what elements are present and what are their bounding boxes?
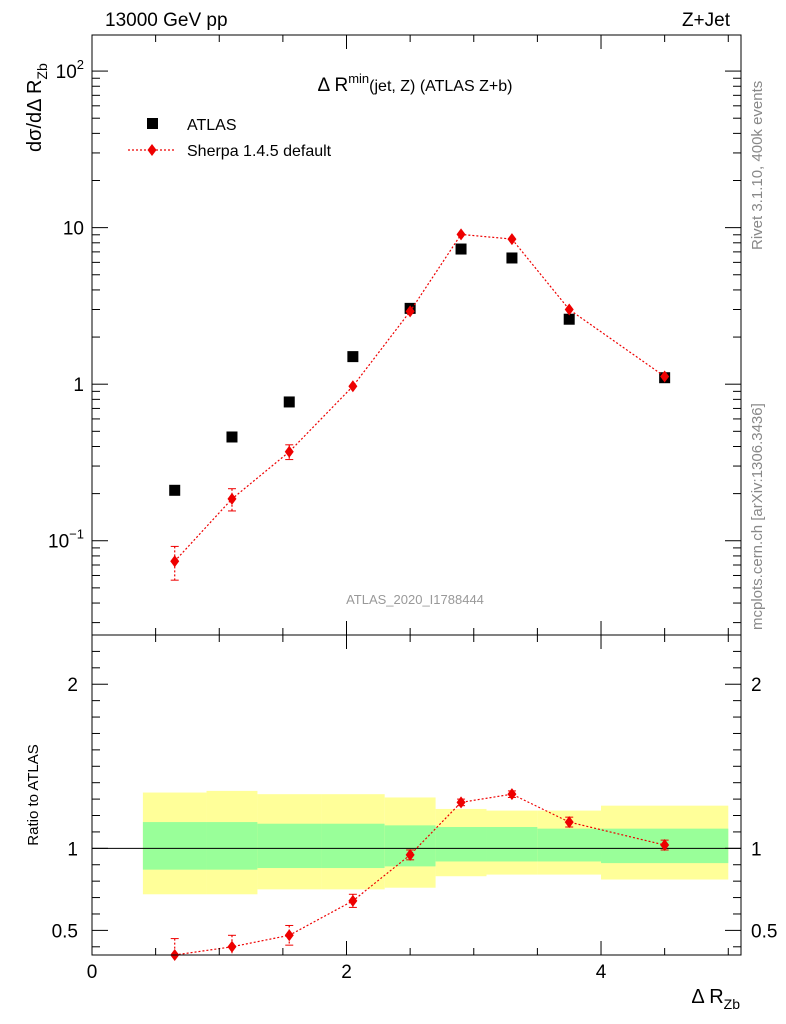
main-title-sub: (jet, Z) (ATLAS Z+b)	[369, 78, 512, 95]
sherpa-point	[456, 228, 466, 241]
x-axis-label: Δ RZb	[691, 986, 740, 1012]
sherpa-ratio-point	[507, 788, 517, 801]
main-y-tick-label-exp: −1	[69, 527, 84, 542]
main-title: Δ Rmin(jet, Z) (ATLAS Z+b)	[318, 71, 513, 96]
sherpa-point	[170, 555, 180, 568]
ratio-panel: 0 2 4 0.5 0.5 1 1 2 2 Ratio to ATLAS	[25, 634, 777, 983]
sherpa-point	[507, 233, 517, 246]
atlas-point	[347, 351, 359, 363]
atlas-point	[455, 243, 467, 255]
ratio-y-tick-label-right: 0.5	[751, 921, 777, 942]
ratio-ylabel: Ratio to ATLAS	[25, 744, 42, 845]
sherpa-point	[660, 370, 670, 383]
atlas-point	[169, 484, 181, 496]
x-tick-label: 0	[87, 962, 98, 983]
main-title-sup: min	[348, 71, 369, 86]
atlas-point	[563, 313, 575, 325]
sherpa-ratio-point	[227, 940, 237, 953]
ratio-y-tick-label: 2	[67, 675, 78, 696]
sherpa-line	[174, 233, 665, 562]
ratio-frame	[91, 634, 742, 956]
main-y-tick-label: 1	[73, 375, 84, 396]
main-ylabel-sub: Zb	[34, 63, 50, 80]
atlas-point	[283, 396, 295, 408]
ratio-y-tick-label-right: 1	[751, 839, 762, 860]
main-y-tick-label-base: 1	[73, 375, 84, 396]
main-title-main: Δ R	[318, 75, 349, 96]
main-y-tick-label-base: 10	[63, 219, 84, 240]
x-tick-label: 4	[596, 962, 607, 983]
ratio-band-inner	[142, 822, 207, 870]
sherpa-ratio-point	[456, 796, 466, 809]
sherpa-ratio-line	[174, 793, 665, 956]
sherpa-ratio-point	[660, 839, 670, 852]
main-y-tick-label: 10−1	[48, 527, 84, 553]
legend-marker-atlas	[147, 118, 158, 129]
main-y-tick-label-base: 10	[56, 62, 77, 83]
legend-label-atlas: ATLAS	[187, 117, 237, 134]
header-right: Z+Jet	[682, 10, 731, 31]
atlas-point	[506, 252, 518, 264]
sherpa-point	[227, 492, 237, 505]
sherpa-ratio-point	[405, 848, 415, 861]
ratio-band-inner	[486, 827, 538, 862]
x-tick-label: 2	[341, 962, 352, 983]
ratio-band-inner	[537, 828, 602, 862]
watermark: ATLAS_2020_I1788444	[346, 592, 484, 607]
sherpa-point	[348, 380, 358, 393]
x-axis-label-main: Δ R	[691, 986, 723, 1008]
side-rivet-label: Rivet 3.1.10, 400k events	[749, 81, 766, 250]
main-ylabel: dσ/dΔ RZb	[24, 63, 50, 152]
side-mcplots-label: mcplots.cern.ch [arXiv:1306.3436]	[749, 403, 766, 630]
sherpa-point	[284, 445, 294, 458]
main-y-tick-label: 10	[63, 219, 84, 240]
sherpa-ratio-point	[564, 816, 574, 829]
atlas-point	[226, 431, 238, 443]
legend-marker-sherpa	[147, 144, 157, 156]
legend-label-sherpa: Sherpa 1.4.5 default	[187, 143, 332, 160]
ratio-y-tick-label-right: 2	[751, 675, 762, 696]
sherpa-point	[564, 303, 574, 316]
sherpa-ratio-point	[348, 894, 358, 907]
ratio-band-inner	[435, 827, 487, 862]
header-left: 13000 GeV pp	[105, 10, 228, 31]
x-axis-label-sub: Zb	[724, 996, 741, 1012]
ratio-band-inner	[321, 823, 385, 869]
main-ylabel-main: dσ/dΔ R	[24, 80, 46, 152]
ratio-band-inner	[257, 823, 322, 869]
legend: ATLAS Sherpa 1.4.5 default	[128, 117, 332, 160]
sherpa-ratio-point	[284, 929, 294, 942]
ratio-y-tick-label: 1	[67, 839, 78, 860]
ratio-band-inner	[206, 822, 258, 870]
main-y-tick-label-exp: 2	[77, 57, 84, 72]
main-y-tick-label-base: 10	[48, 532, 69, 553]
sherpa-point	[405, 305, 415, 318]
ratio-y-tick-label: 0.5	[52, 921, 78, 942]
main-y-tick-label: 102	[56, 57, 84, 83]
